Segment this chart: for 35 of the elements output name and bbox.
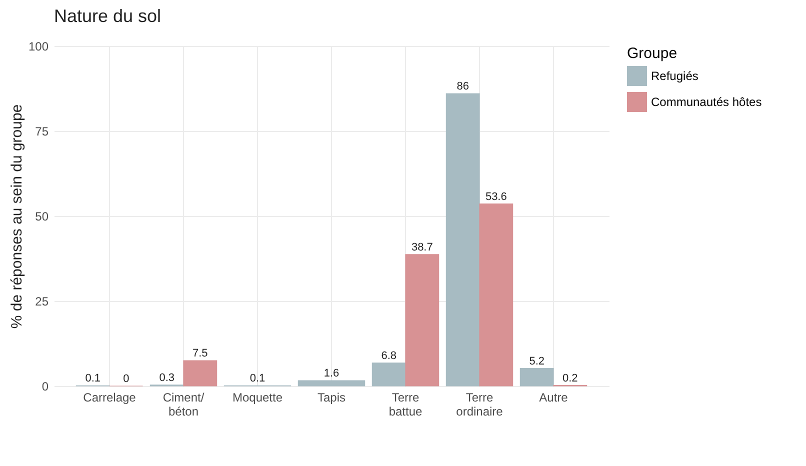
legend-title: Groupe (627, 45, 678, 62)
x-tick-label: Ciment/ béton (162, 390, 205, 418)
data-label: 0.1 (85, 372, 100, 385)
x-tick-label: Carrelage (83, 390, 136, 404)
bar (446, 93, 480, 386)
x-tick-label: Terre ordinaire (456, 390, 504, 418)
y-tick-label: 25 (35, 294, 49, 308)
data-label: 53.6 (485, 190, 507, 203)
x-tick-label: Autre (539, 390, 568, 404)
data-label: 7.5 (192, 348, 208, 360)
data-label: 0.1 (250, 372, 266, 385)
data-label: 1.6 (324, 368, 340, 380)
y-tick-label: 75 (35, 124, 49, 138)
bar (405, 254, 440, 386)
x-tick-label: Terre battue (388, 390, 422, 418)
y-tick-label: 0 (42, 380, 49, 394)
data-label: 86 (456, 80, 469, 93)
data-label: 0 (123, 373, 130, 385)
data-label: 0.2 (562, 372, 578, 384)
data-label: 5.2 (529, 355, 544, 368)
bar (520, 368, 554, 386)
bar (183, 360, 218, 386)
legend-label: Communautés hôtes (651, 95, 762, 109)
y-axis-title: % de réponses au sein du groupe (8, 104, 26, 329)
bar (479, 203, 514, 386)
data-label: 0.3 (159, 372, 174, 384)
data-label: 6.8 (381, 350, 396, 362)
x-tick-label: Moquette (232, 390, 283, 404)
y-tick-label: 50 (35, 210, 49, 224)
y-tick-label: 100 (28, 40, 49, 54)
bar (372, 362, 406, 386)
x-tick-label: Tapis (317, 390, 346, 404)
chart-title: Nature du sol (54, 6, 162, 26)
legend-label: Refugiés (651, 69, 698, 83)
data-label: 38.7 (411, 241, 433, 254)
